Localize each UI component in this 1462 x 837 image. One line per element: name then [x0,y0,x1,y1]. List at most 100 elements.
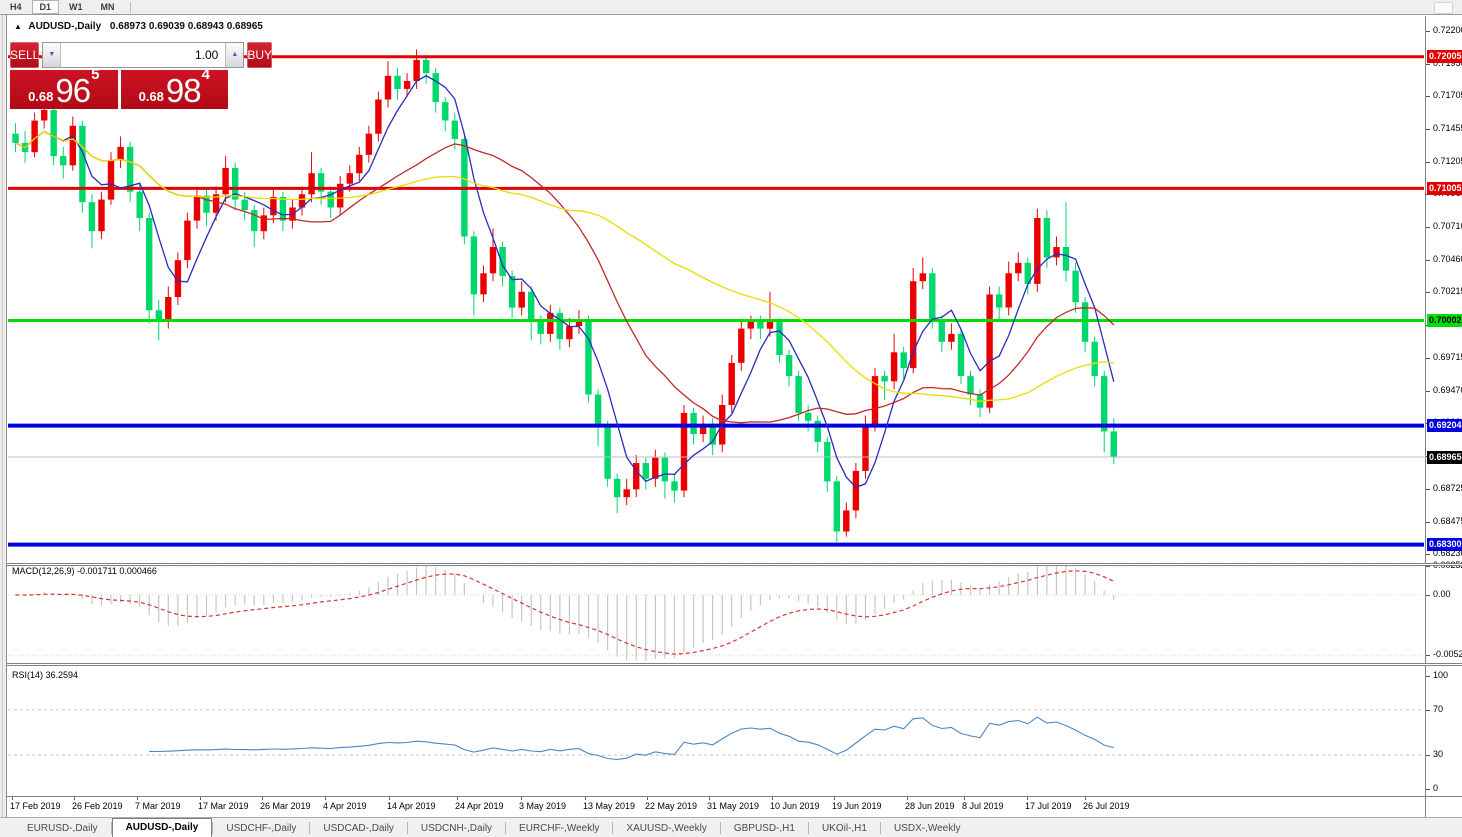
timeframe-button-h4[interactable]: H4 [10,2,22,12]
price-tick-label: 0.70215 [1433,286,1462,297]
date-tick [521,797,522,800]
date-label: 24 Apr 2019 [455,801,504,811]
tab-gbpusd-h1[interactable]: GBPUSD-,H1 [733,823,795,834]
date-label: 14 Apr 2019 [387,801,436,811]
tick-mark [1426,227,1430,229]
date-label: 26 Feb 2019 [72,801,123,811]
date-label: 17 Feb 2019 [10,801,61,811]
chart-ohlc-quotes: 0.68973 0.69039 0.68943 0.68965 [109,21,263,32]
chart-symbol-label: AUDUSD-,Daily [28,21,102,32]
rsi-indicator-label: RSI(14) 36.2594 [12,670,79,680]
tab-separator [406,821,408,834]
buy-price-point: 4 [201,66,210,83]
tick-mark [1426,129,1430,131]
sell-button[interactable]: SELL [10,42,40,68]
tick-mark [1426,63,1430,65]
tab-separator [309,821,311,834]
tab-separator [110,821,112,834]
timeframe-button-mn[interactable]: MN [100,2,115,12]
tick-mark [1426,31,1430,32]
timeframe-button-d1[interactable]: D1 [31,0,60,14]
tick-mark [1426,260,1430,262]
date-tick [12,797,13,800]
date-tick [325,797,326,800]
tick-up-icon: ▲ [14,22,22,31]
tick-mark [1426,789,1430,790]
buy-price-pips: 98 [165,72,202,109]
date-label: 26 Jul 2019 [1083,801,1130,811]
macd-rsi-divider[interactable] [0,663,1462,666]
date-label: 17 Mar 2019 [198,801,249,811]
date-tick [585,797,586,800]
toolbar-separator [129,1,131,13]
rsi-axis-divider [0,796,1462,797]
tab-audusd-daily[interactable]: AUDUSD-,Daily [111,818,213,837]
tab-eurchf-weekly[interactable]: EURCHF-,Weekly [519,823,600,834]
price-tick-label: 0.71705 [1433,90,1462,101]
tab-separator [719,821,721,834]
tab-usdcad-daily[interactable]: USDCAD-,Daily [323,823,394,834]
date-label: 19 Jun 2019 [832,801,882,811]
chart-title: ▲ AUDUSD-,Daily 0.68973 0.69039 0.68943 … [14,21,263,32]
date-tick [457,797,458,800]
price-tick-label: 0.71455 [1433,123,1462,134]
tab-ukoil-h1[interactable]: UKOil-,H1 [821,823,867,834]
rsi-tick-label: 0 [1433,783,1439,793]
volume-stepper: ▼ ▲ [42,42,245,68]
tick-mark [1426,553,1430,555]
date-tick [834,797,835,800]
tab-usdx-weekly[interactable]: USDX-,Weekly [893,823,961,834]
volume-increase-button[interactable]: ▲ [225,43,244,67]
date-label: 17 Jul 2019 [1025,801,1072,811]
chart-tab-bar: EURUSD-,Daily AUDUSD-,Daily USDCHF-,Daily U… [0,817,1462,837]
date-label: 31 May 2019 [707,801,760,811]
price-badge-0.72005: 0.72005 [1427,50,1462,64]
tab-separator [212,821,214,834]
window-corner-box [1434,2,1453,14]
tab-usdcnh-daily[interactable]: USDCNH-,Daily [420,823,493,834]
tab-eurusd-daily[interactable]: EURUSD-,Daily [27,823,98,834]
tab-separator [807,821,809,834]
date-label: 28 Jun 2019 [905,801,955,811]
tick-mark [1426,595,1430,596]
window-left-frame [0,15,7,837]
main-macd-divider[interactable] [0,563,1462,566]
tab-xauusd-weekly[interactable]: XAUUSD-,Weekly [626,823,707,834]
rsi-tick-label: 30 [1433,749,1444,760]
date-axis[interactable]: 17 Feb 2019 26 Feb 2019 7 Mar 2019 17 Mar 2… [0,797,1425,817]
tick-mark [1426,521,1430,523]
buy-price-display[interactable]: 0.68 98 4 [120,66,228,109]
date-tick [709,797,710,800]
tab-usdchf-daily[interactable]: USDCHF-,Daily [226,823,297,834]
price-tick-label: 0.68475 [1433,515,1462,526]
timeframe-buttons: H4 D1 W1 MN [0,0,1462,14]
price-badge-0.71005: 0.71005 [1427,181,1462,195]
volume-decrease-button[interactable]: ▼ [43,43,62,67]
sell-price-point: 5 [91,66,100,83]
sell-price-display[interactable]: 0.68 96 5 [10,66,118,109]
one-click-trading-panel: SELL ▼ ▲ BUY 0.68 96 5 0.68 98 4 [10,42,273,109]
macd-tick-label: 0.00 [1433,589,1451,599]
date-label: 8 Jul 2019 [962,801,1004,811]
date-tick [647,797,648,800]
price-scale[interactable]: 0.722000.719500.717050.714550.712050.709… [1425,16,1462,817]
tick-mark [1426,709,1430,711]
tick-mark [1426,162,1430,164]
tab-separator [505,821,507,834]
price-badge-0.68300: 0.68300 [1427,538,1462,552]
rsi-tick-label: 100 [1433,670,1449,680]
buy-price-prefix: 0.68 [138,89,164,104]
tick-mark [1426,755,1430,757]
macd-tick-label: -0.005237 [1433,649,1462,660]
timeframe-button-w1[interactable]: W1 [69,2,83,12]
sell-price-prefix: 0.68 [28,89,54,104]
date-tick [772,797,773,800]
buy-button[interactable]: BUY [247,42,273,68]
volume-input[interactable] [61,43,226,67]
tick-mark [1426,655,1430,657]
date-tick [907,797,908,800]
